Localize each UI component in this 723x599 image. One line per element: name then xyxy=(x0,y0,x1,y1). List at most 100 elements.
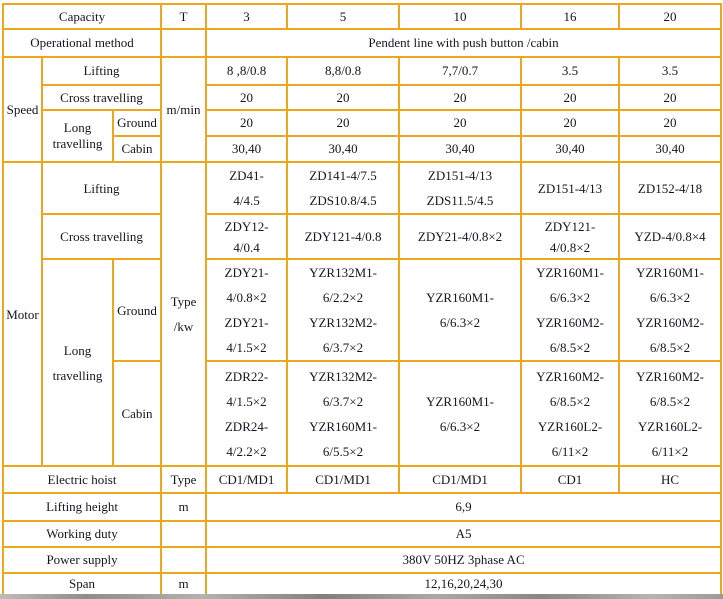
speed-cross-value: 20 xyxy=(398,84,523,111)
speed-lifting-value: 8,8/0.8 xyxy=(286,56,401,86)
motor-cross-row: Cross travelling ZDY12- 4/0.4 ZDY121-4/0… xyxy=(3,213,723,260)
motor-cabin-value: YZR132M2- 6/3.7×2 YZR160M1- 6/5.5×2 xyxy=(286,360,401,467)
motor-cabin-value: YZR160M2- 6/8.5×2 YZR160L2- 6/11×2 xyxy=(618,360,723,467)
speed-ground-value: 20 xyxy=(398,109,523,137)
speed-cross-value: 20 xyxy=(205,84,289,111)
speed-cross-value: 20 xyxy=(286,84,401,111)
motor-cabin-value: ZDR22- 4/1.5×2 ZDR24- 4/2.2×2 xyxy=(205,360,289,467)
span-unit: m xyxy=(160,572,208,596)
motor-cross-label: Cross travelling xyxy=(40,213,163,260)
speed-cross-value: 20 xyxy=(618,84,723,111)
motor-unit: Type /kw xyxy=(160,161,208,467)
speed-section-label: Speed xyxy=(2,56,43,163)
lifting-height-label: Lifting height xyxy=(1,492,163,522)
motor-ground-value: ZDY21- 4/0.8×2 ZDY21- 4/1.5×2 xyxy=(205,258,289,362)
working-duty-unit-empty xyxy=(160,520,208,548)
speed-cabin-value: 30,40 xyxy=(205,135,289,163)
motor-cabin-row: Cabin ZDR22- 4/1.5×2 ZDR24- 4/2.2×2 YZR1… xyxy=(3,360,723,467)
speed-lifting-value: 3.5 xyxy=(520,56,621,86)
working-duty-row: Working duty A5 xyxy=(1,520,723,548)
motor-cross-value: ZDY121- 4/0.8×2 xyxy=(520,213,621,260)
speed-cross-label: Cross travelling xyxy=(40,84,163,111)
electric-hoist-value: CD1/MD1 xyxy=(205,465,289,494)
capacity-unit: T xyxy=(160,3,208,30)
speed-cabin-row: Cabin 30,40 30,40 30,40 30,40 30,40 xyxy=(3,135,723,163)
speed-ground-label: Ground xyxy=(111,109,163,137)
electric-hoist-value: CD1 xyxy=(520,465,621,494)
capacity-value: 3 xyxy=(205,3,289,30)
motor-cabin-value: YZR160M2- 6/8.5×2 YZR160L2- 6/11×2 xyxy=(520,360,621,467)
capacity-row: Capacity T 3 5 10 16 20 xyxy=(1,3,723,30)
electric-hoist-row: Electric hoist Type CD1/MD1 CD1/MD1 CD1/… xyxy=(1,465,723,494)
speed-long-travelling-label: Long travelling xyxy=(41,109,114,163)
motor-lifting-value: ZD151-4/13 xyxy=(520,161,621,215)
power-supply-value: 380V 50HZ 3phase AC xyxy=(205,546,723,574)
motor-ground-label: Ground xyxy=(111,258,163,362)
speed-ground-value: 20 xyxy=(286,109,401,137)
speed-lifting-value: 3.5 xyxy=(618,56,723,86)
working-duty-label: Working duty xyxy=(1,520,163,548)
lifting-height-unit: m xyxy=(160,492,208,522)
speed-lifting-value: 7,7/0.7 xyxy=(398,56,523,86)
motor-ground-value: YZR160M1- 6/6.3×2 YZR160M2- 6/8.5×2 xyxy=(520,258,621,362)
motor-lifting-label: Lifting xyxy=(40,161,163,215)
operational-method-unit-empty xyxy=(160,28,208,58)
capacity-value: 16 xyxy=(520,3,621,30)
motor-ground-row: Long travelling Ground ZDY21- 4/0.8×2 ZD… xyxy=(3,258,723,467)
speed-cabin-label: Cabin xyxy=(111,135,163,163)
motor-lifting-row: Motor Lifting Type /kw ZD41- 4/4.5 ZD141… xyxy=(2,161,723,467)
motor-lifting-value: ZD151-4/13 ZDS11.5/4.5 xyxy=(398,161,523,215)
speed-lifting-label: Lifting xyxy=(40,56,163,86)
span-value: 12,16,20,24,30 xyxy=(205,572,723,596)
motor-cross-value: ZDY121-4/0.8 xyxy=(286,213,401,260)
motor-lifting-value: ZD152-4/18 xyxy=(618,161,723,215)
speed-unit: m/min xyxy=(160,56,208,163)
electric-hoist-value: CD1/MD1 xyxy=(286,465,401,494)
speed-ground-value: 20 xyxy=(618,109,723,137)
operational-method-label: Operational method xyxy=(1,28,163,58)
page-bottom-strip xyxy=(0,594,723,599)
power-supply-row: Power supply 380V 50HZ 3phase AC xyxy=(1,546,723,574)
electric-hoist-unit: Type xyxy=(160,465,208,494)
motor-lifting-value: ZD41- 4/4.5 xyxy=(205,161,289,215)
power-supply-label: Power supply xyxy=(1,546,163,574)
speed-cross-row: Cross travelling 20 20 20 20 20 xyxy=(3,84,723,111)
speed-lifting-value: 8 ,8/0.8 xyxy=(205,56,289,86)
motor-section-label: Motor xyxy=(2,161,43,467)
crane-spec-table: Capacity T 3 5 10 16 20 Operational meth… xyxy=(1,3,723,596)
motor-cross-value: ZDY21-4/0.8×2 xyxy=(398,213,523,260)
speed-cabin-value: 30,40 xyxy=(520,135,621,163)
motor-ground-value: YZR132M1- 6/2.2×2 YZR132M2- 6/3.7×2 xyxy=(286,258,401,362)
lifting-height-row: Lifting height m 6,9 xyxy=(1,492,723,522)
capacity-value: 20 xyxy=(618,3,723,30)
motor-lifting-value: ZD141-4/7.5 ZDS10.8/4.5 xyxy=(286,161,401,215)
speed-cabin-value: 30,40 xyxy=(618,135,723,163)
motor-cross-value: YZD-4/0.8×4 xyxy=(618,213,723,260)
operational-method-value: Pendent line with push button /cabin xyxy=(205,28,723,58)
capacity-label: Capacity xyxy=(1,3,163,30)
capacity-value: 5 xyxy=(286,3,401,30)
speed-cabin-value: 30,40 xyxy=(286,135,401,163)
speed-ground-value: 20 xyxy=(205,109,289,137)
speed-cross-value: 20 xyxy=(520,84,621,111)
speed-ground-row: Long travelling Ground 20 20 20 20 20 xyxy=(3,109,723,163)
motor-ground-value: YZR160M1- 6/6.3×2 xyxy=(398,258,523,362)
speed-ground-value: 20 xyxy=(520,109,621,137)
capacity-value: 10 xyxy=(398,3,523,30)
speed-lifting-row: Speed Lifting m/min 8 ,8/0.8 8,8/0.8 7,7… xyxy=(2,56,723,163)
span-label: Span xyxy=(1,572,163,596)
operational-method-row: Operational method Pendent line with pus… xyxy=(1,28,723,58)
electric-hoist-value: HC xyxy=(618,465,723,494)
span-row: Span m 12,16,20,24,30 xyxy=(1,572,723,596)
electric-hoist-value: CD1/MD1 xyxy=(398,465,523,494)
lifting-height-value: 6,9 xyxy=(205,492,723,522)
electric-hoist-label: Electric hoist xyxy=(1,465,163,494)
motor-cross-value: ZDY12- 4/0.4 xyxy=(205,213,289,260)
speed-cabin-value: 30,40 xyxy=(398,135,523,163)
motor-cabin-value: YZR160M1- 6/6.3×2 xyxy=(398,360,523,467)
motor-cabin-label: Cabin xyxy=(111,360,163,467)
motor-long-travelling-label: Long travelling xyxy=(41,258,114,467)
motor-ground-value: YZR160M1- 6/6.3×2 YZR160M2- 6/8.5×2 xyxy=(618,258,723,362)
working-duty-value: A5 xyxy=(205,520,723,548)
